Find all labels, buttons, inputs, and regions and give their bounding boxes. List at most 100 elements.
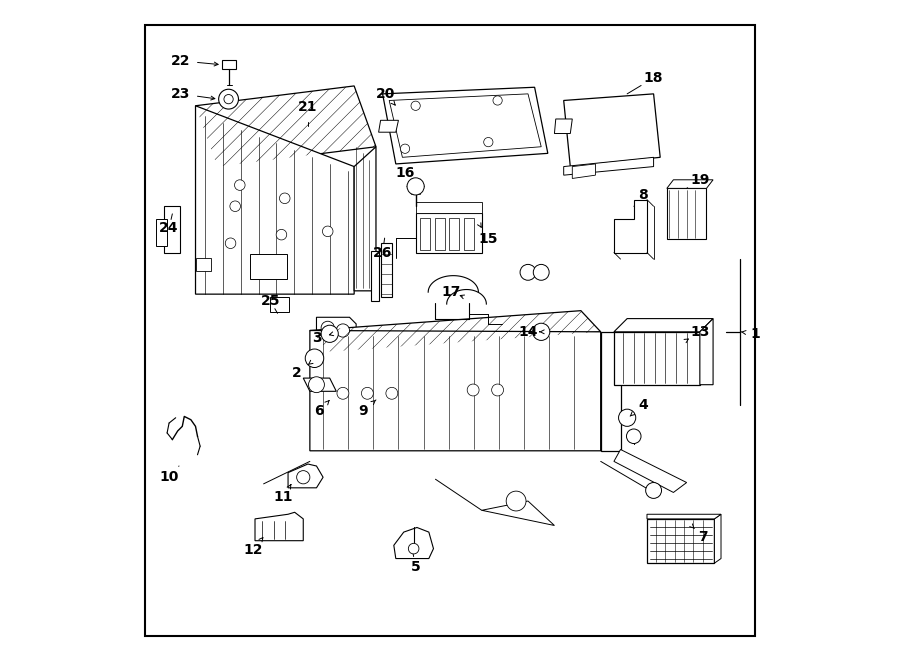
Text: 18: 18 [644, 71, 663, 85]
Bar [420, 218, 430, 250]
Bar [449, 218, 459, 250]
Text: 8: 8 [638, 188, 648, 202]
Circle shape [626, 429, 641, 444]
Polygon shape [667, 188, 706, 239]
Polygon shape [288, 464, 323, 488]
Text: 4: 4 [638, 397, 648, 412]
Text: 17: 17 [442, 285, 461, 299]
Polygon shape [303, 378, 337, 391]
Circle shape [534, 264, 549, 280]
Circle shape [506, 491, 526, 511]
Circle shape [411, 101, 420, 110]
Circle shape [618, 409, 635, 426]
Polygon shape [255, 512, 303, 541]
Polygon shape [355, 147, 376, 291]
Circle shape [305, 349, 324, 368]
Circle shape [322, 226, 333, 237]
Text: 16: 16 [395, 166, 415, 180]
Polygon shape [614, 200, 647, 253]
Circle shape [280, 193, 290, 204]
Circle shape [645, 483, 662, 498]
Circle shape [321, 321, 334, 334]
Circle shape [219, 89, 238, 109]
Circle shape [467, 384, 479, 396]
Circle shape [407, 178, 424, 195]
Polygon shape [647, 514, 721, 519]
Text: 11: 11 [274, 490, 293, 504]
Polygon shape [572, 164, 596, 178]
Text: 6: 6 [314, 404, 324, 418]
Circle shape [533, 323, 550, 340]
Text: 5: 5 [410, 560, 420, 574]
Bar [270, 297, 289, 312]
Polygon shape [600, 332, 620, 451]
Circle shape [230, 201, 240, 212]
Bar [435, 218, 445, 250]
Polygon shape [389, 94, 541, 157]
Polygon shape [416, 213, 482, 253]
Bar [464, 218, 473, 250]
Polygon shape [310, 330, 600, 451]
Circle shape [400, 144, 410, 153]
Bar [250, 254, 287, 279]
Circle shape [386, 387, 398, 399]
Polygon shape [379, 120, 399, 132]
Circle shape [362, 387, 374, 399]
Polygon shape [382, 87, 548, 164]
Circle shape [409, 543, 419, 554]
Polygon shape [482, 501, 554, 525]
Bar [222, 60, 237, 69]
Text: 3: 3 [311, 331, 321, 346]
Text: 24: 24 [159, 221, 179, 235]
Circle shape [491, 384, 503, 396]
Text: 10: 10 [159, 470, 179, 485]
Text: 12: 12 [243, 543, 263, 557]
Circle shape [309, 377, 324, 393]
Text: 23: 23 [171, 87, 190, 101]
Circle shape [321, 325, 338, 342]
Polygon shape [554, 119, 572, 134]
Polygon shape [700, 319, 713, 385]
Circle shape [483, 137, 493, 147]
Polygon shape [310, 311, 600, 352]
Polygon shape [667, 180, 713, 188]
Circle shape [235, 180, 245, 190]
Circle shape [297, 471, 310, 484]
Text: 9: 9 [358, 404, 367, 418]
Circle shape [225, 238, 236, 249]
Text: 19: 19 [690, 173, 709, 187]
Circle shape [276, 229, 287, 240]
Text: 25: 25 [260, 293, 280, 308]
Text: 7: 7 [698, 529, 707, 544]
Polygon shape [195, 106, 355, 294]
Polygon shape [165, 206, 180, 253]
Polygon shape [394, 527, 434, 559]
Polygon shape [647, 519, 715, 563]
Polygon shape [563, 94, 661, 167]
Circle shape [224, 95, 233, 104]
Polygon shape [195, 258, 211, 271]
Circle shape [337, 387, 349, 399]
Bar [381, 243, 392, 297]
Polygon shape [563, 157, 653, 175]
Text: 20: 20 [375, 87, 395, 101]
Text: 2: 2 [292, 366, 302, 381]
Text: 1: 1 [751, 327, 760, 341]
Circle shape [520, 264, 536, 280]
Text: 22: 22 [171, 54, 190, 68]
Bar [371, 251, 379, 301]
Polygon shape [614, 319, 713, 332]
Text: 13: 13 [690, 325, 709, 339]
Text: 15: 15 [479, 232, 498, 247]
Text: 21: 21 [298, 100, 318, 114]
Polygon shape [416, 202, 482, 213]
Polygon shape [614, 332, 700, 385]
Polygon shape [614, 449, 687, 492]
Text: 14: 14 [518, 325, 537, 339]
Circle shape [493, 96, 502, 105]
Polygon shape [264, 461, 673, 525]
Polygon shape [156, 219, 167, 246]
Text: 26: 26 [373, 245, 392, 260]
Polygon shape [195, 86, 376, 167]
Circle shape [337, 324, 349, 337]
